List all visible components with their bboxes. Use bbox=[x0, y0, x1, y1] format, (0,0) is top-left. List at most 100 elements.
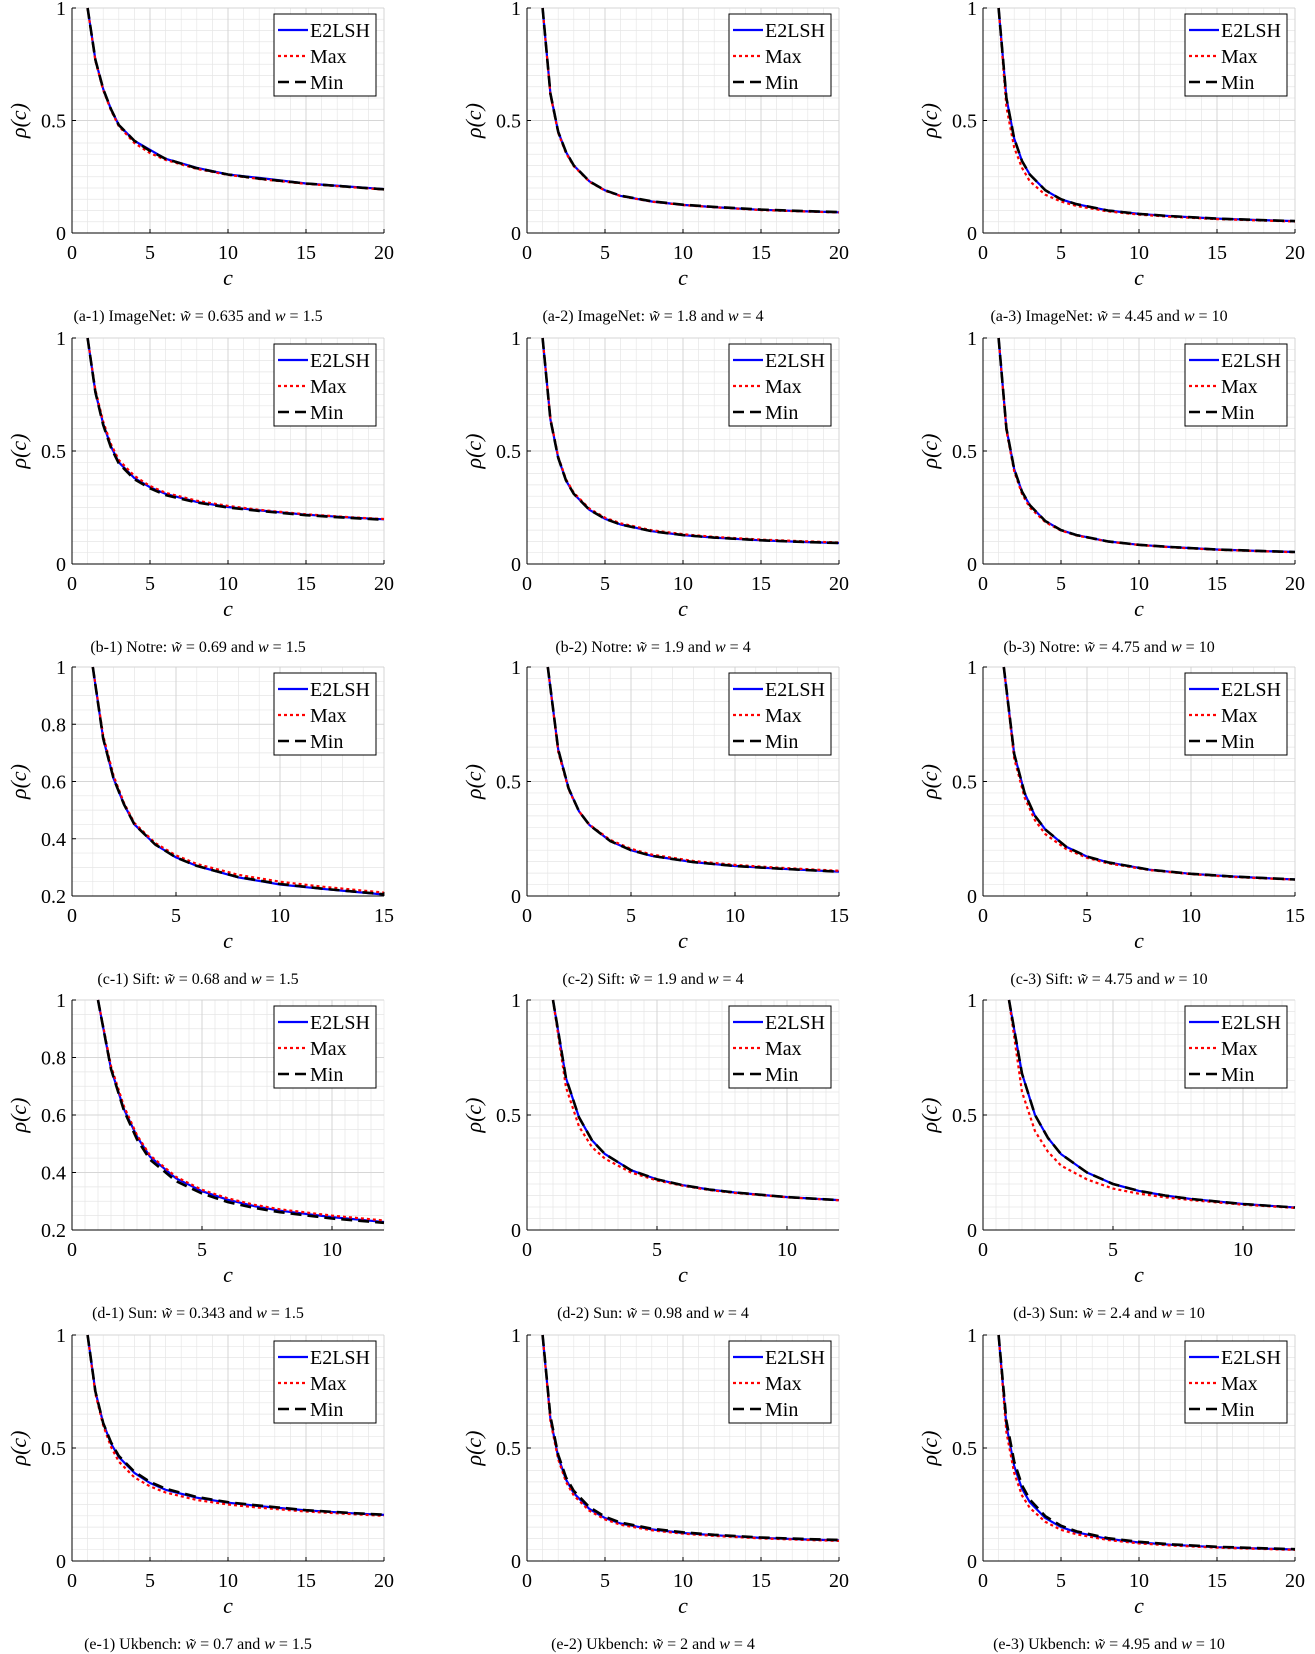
y-tick-label: 0 bbox=[967, 1551, 977, 1573]
caption-part: and bbox=[233, 1636, 264, 1653]
legend-label-e2lsh: E2LSH bbox=[765, 1347, 825, 1369]
x-tick-label: 5 bbox=[197, 1239, 207, 1261]
legend-label-max: Max bbox=[765, 1373, 802, 1395]
caption-part: 10 bbox=[1209, 1636, 1225, 1653]
chart-panel: 0 5 10 0 0.5 1 c ρ(c) E2LSH Max Min (d-2) Sun: w̃ =… bbox=[461, 990, 840, 1322]
caption-part: and bbox=[1153, 308, 1184, 325]
x-tick-label: 5 bbox=[600, 1570, 610, 1592]
caption-part: = bbox=[1175, 971, 1192, 988]
y-tick-label: 0.5 bbox=[41, 111, 66, 133]
y-axis-label: ρ(c) bbox=[6, 434, 31, 470]
legend-label-e2lsh: E2LSH bbox=[310, 1347, 370, 1369]
caption-part: 4.75 bbox=[1105, 971, 1133, 988]
x-tick-label: 5 bbox=[145, 573, 155, 595]
caption-part: w bbox=[264, 1636, 275, 1653]
legend: E2LSH Max Min bbox=[728, 13, 832, 97]
caption-part: 1.5 bbox=[284, 1305, 304, 1322]
x-tick-label: 15 bbox=[751, 242, 771, 264]
caption-part: = bbox=[663, 1636, 680, 1653]
x-tick-label: 0 bbox=[978, 242, 988, 264]
y-tick-label: 1 bbox=[511, 328, 521, 350]
x-tick-label: 5 bbox=[145, 1570, 155, 1592]
panel-caption: (a-1) ImageNet: w̃ = 0.635 and w = 1.5 bbox=[73, 308, 322, 325]
caption-part: w bbox=[1161, 1305, 1172, 1322]
caption-part: (d-3) Sun: bbox=[1013, 1305, 1082, 1322]
caption-part: 1.5 bbox=[292, 1636, 312, 1653]
y-tick-label: 0 bbox=[56, 554, 66, 576]
legend-label-max: Max bbox=[1221, 705, 1258, 727]
x-tick-label: 15 bbox=[1207, 1570, 1227, 1592]
y-tick-label: 0 bbox=[511, 1551, 521, 1573]
x-tick-label: 0 bbox=[522, 573, 532, 595]
series-line-min bbox=[86, 7, 385, 191]
legend: E2LSH Max Min bbox=[728, 1005, 832, 1089]
y-tick-label: 1 bbox=[967, 990, 977, 1012]
x-axis-label: c bbox=[678, 1262, 688, 1287]
y-axis-label: ρ(c) bbox=[6, 1098, 31, 1134]
legend-label-e2lsh: E2LSH bbox=[310, 679, 370, 701]
caption-part: w bbox=[713, 1305, 724, 1322]
y-tick-label: 1 bbox=[967, 1325, 977, 1347]
chart-panel: 0 5 10 15 20 0 0.5 1 c ρ(c) E2LSH Max Min (a-3) Image… bbox=[917, 0, 1305, 325]
x-tick-label: 10 bbox=[725, 905, 745, 927]
legend-label-min: Min bbox=[310, 402, 343, 424]
legend-label-e2lsh: E2LSH bbox=[1221, 1012, 1281, 1034]
panel-caption: (c-1) Sift: w̃ = 0.68 and w = 1.5 bbox=[97, 971, 298, 988]
caption-part: w bbox=[1164, 971, 1175, 988]
caption-part: (b-2) Notre: bbox=[555, 639, 636, 656]
y-tick-label: 1 bbox=[511, 1325, 521, 1347]
legend-label-min: Min bbox=[310, 72, 343, 94]
x-tick-label: 20 bbox=[829, 242, 849, 264]
caption-part: = bbox=[1195, 308, 1212, 325]
y-axis-label: ρ(c) bbox=[6, 764, 31, 800]
panel-caption: (e-2) Ukbench: w̃ = 2 and w = 4 bbox=[551, 1636, 755, 1653]
caption-part: = bbox=[191, 308, 208, 325]
series-line-max bbox=[541, 1334, 840, 1542]
chart-panel: 0 5 10 15 0 0.5 1 c ρ(c) E2LSH Max Min (c-3) Sift: w… bbox=[917, 657, 1305, 988]
x-axis-label: c bbox=[223, 596, 233, 621]
y-tick-label: 0 bbox=[56, 1551, 66, 1573]
y-tick-label: 1 bbox=[56, 328, 66, 350]
caption-part: w̃ bbox=[161, 1305, 172, 1322]
legend: E2LSH Max Min bbox=[273, 343, 377, 427]
caption-part: 1.5 bbox=[303, 308, 323, 325]
caption-part: = bbox=[175, 971, 192, 988]
x-tick-label: 5 bbox=[600, 242, 610, 264]
x-axis-label: c bbox=[678, 928, 688, 953]
y-axis-label: ρ(c) bbox=[6, 1431, 31, 1467]
y-axis-label: ρ(c) bbox=[917, 434, 942, 470]
legend: E2LSH Max Min bbox=[273, 672, 377, 756]
x-tick-label: 20 bbox=[1285, 573, 1305, 595]
caption-part: = bbox=[719, 971, 736, 988]
caption-part: (c-3) Sift: bbox=[1010, 971, 1077, 988]
y-axis-label: ρ(c) bbox=[461, 764, 486, 800]
legend-label-e2lsh: E2LSH bbox=[1221, 350, 1281, 372]
caption-part: and bbox=[1133, 971, 1164, 988]
caption-part: (e-3) Ukbench: bbox=[993, 1636, 1094, 1653]
x-tick-label: 5 bbox=[1082, 905, 1092, 927]
y-tick-label: 0.5 bbox=[496, 1105, 521, 1127]
caption-part: w bbox=[258, 639, 269, 656]
x-tick-label: 15 bbox=[1207, 242, 1227, 264]
y-axis-label: ρ(c) bbox=[6, 103, 31, 139]
caption-part: w̃ bbox=[1077, 971, 1088, 988]
series-line-max bbox=[86, 337, 385, 521]
legend: E2LSH Max Min bbox=[728, 1340, 832, 1424]
caption-part: = bbox=[182, 639, 199, 656]
y-tick-label: 0 bbox=[56, 223, 66, 245]
caption-part: = bbox=[1088, 971, 1105, 988]
y-tick-label: 0 bbox=[511, 1220, 521, 1242]
panel-caption: (e-3) Ukbench: w̃ = 4.95 and w = 10 bbox=[993, 1636, 1225, 1653]
legend-label-e2lsh: E2LSH bbox=[310, 1012, 370, 1034]
x-tick-label: 10 bbox=[673, 1570, 693, 1592]
y-tick-label: 0 bbox=[967, 886, 977, 908]
caption-part: w bbox=[1171, 639, 1182, 656]
caption-part: 4.45 bbox=[1125, 308, 1153, 325]
caption-part: 10 bbox=[1192, 971, 1208, 988]
caption-part: w̃ bbox=[180, 308, 191, 325]
chart-panel: 0 5 10 15 0 0.5 1 c ρ(c) E2LSH Max Min (c-2) Sift: w… bbox=[461, 657, 849, 988]
legend-label-max: Max bbox=[310, 705, 347, 727]
chart-panel: 0 5 10 15 20 0 0.5 1 c ρ(c) E2LSH Max Min (b-3) Notre… bbox=[917, 328, 1305, 656]
panel-caption: (e-1) Ukbench: w̃ = 0.7 and w = 1.5 bbox=[84, 1636, 312, 1653]
y-tick-label: 1 bbox=[56, 0, 66, 20]
